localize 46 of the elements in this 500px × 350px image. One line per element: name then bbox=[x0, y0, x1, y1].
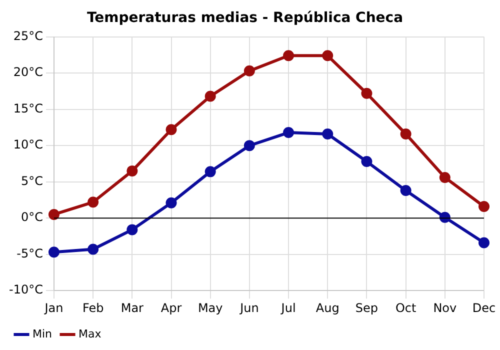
y-tick-label: -5°C bbox=[16, 246, 43, 260]
point bbox=[244, 65, 255, 76]
point bbox=[400, 185, 412, 196]
point bbox=[283, 50, 294, 62]
point bbox=[439, 172, 450, 183]
point bbox=[204, 166, 216, 178]
point bbox=[322, 128, 334, 140]
y-tick-label: 25°C bbox=[13, 28, 43, 43]
y-tick-label: -10°C bbox=[8, 282, 43, 297]
point bbox=[361, 156, 372, 168]
x-tick-label: Mar bbox=[120, 300, 144, 315]
y-tick-label: 15°C bbox=[13, 101, 43, 116]
point bbox=[166, 197, 177, 208]
point bbox=[166, 124, 177, 136]
point bbox=[48, 246, 60, 258]
y-tick-label: 10°C bbox=[13, 138, 43, 152]
x-tick-label: Dec bbox=[472, 300, 496, 315]
chart-title: Temperaturas medias - República Checa bbox=[86, 10, 404, 26]
x-tick-label: Jul bbox=[280, 300, 296, 315]
point bbox=[361, 88, 372, 99]
y-tick-label: 0°C bbox=[20, 210, 43, 224]
legend-label: Max bbox=[78, 327, 102, 340]
point bbox=[244, 140, 255, 152]
x-tick-label: Jan bbox=[44, 300, 64, 315]
legend-label: Min bbox=[32, 327, 52, 340]
x-tick-label: Aug bbox=[316, 300, 340, 315]
point bbox=[478, 200, 490, 212]
point bbox=[322, 50, 334, 62]
y-tick-label: 20°C bbox=[13, 65, 43, 80]
x-tick-label: Sep bbox=[355, 300, 378, 315]
x-tick-label: Oct bbox=[395, 300, 416, 315]
point bbox=[48, 208, 60, 220]
x-tick-label: Nov bbox=[433, 300, 457, 315]
y-tick-label: 5°C bbox=[20, 174, 43, 188]
x-tick-label: Feb bbox=[82, 300, 104, 315]
point bbox=[204, 90, 216, 102]
point bbox=[88, 196, 99, 208]
point bbox=[283, 127, 294, 138]
point bbox=[88, 244, 99, 255]
x-tick-label: May bbox=[198, 300, 223, 315]
point bbox=[400, 128, 412, 140]
x-tick-label: Jun bbox=[239, 300, 259, 315]
point bbox=[478, 237, 490, 248]
point bbox=[126, 224, 138, 236]
point bbox=[126, 165, 138, 176]
x-tick-label: Apr bbox=[160, 300, 182, 315]
